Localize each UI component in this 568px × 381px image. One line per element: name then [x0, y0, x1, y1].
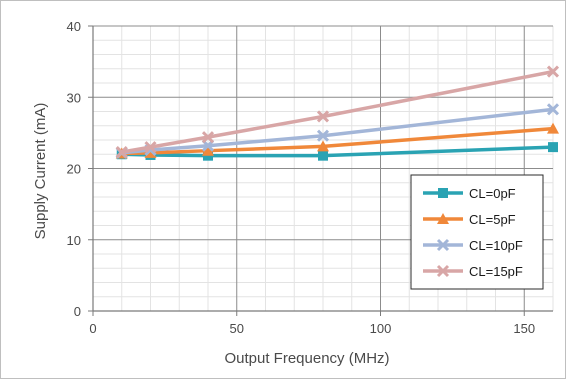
tick-labels: 0 50 100 150 0 10 20 30 40	[67, 19, 536, 336]
data-point	[318, 150, 328, 161]
legend-label: CL=0pF	[469, 186, 516, 201]
axes	[88, 25, 553, 316]
x-tick-label: 50	[230, 321, 244, 336]
data-point	[316, 129, 330, 142]
legend-swatch-marker	[436, 264, 450, 278]
legend-entry: CL=5pF	[423, 212, 516, 227]
data-point	[546, 65, 560, 78]
y-tick-label: 40	[67, 19, 81, 34]
legend-entry: CL=10pF	[423, 238, 523, 253]
y-tick-label: 30	[67, 90, 81, 105]
legend-entry: CL=0pF	[423, 186, 516, 201]
legend-entry: CL=15pF	[423, 264, 523, 279]
legend-label: CL=15pF	[469, 264, 523, 279]
data-point	[202, 144, 214, 156]
data-point	[115, 146, 128, 159]
data-point	[548, 142, 558, 153]
data-point	[316, 110, 330, 123]
legend: CL=0pF CL=5pF CL=10pF CL=15pF	[410, 174, 544, 290]
series-cl-15pf	[115, 65, 560, 159]
data-point	[201, 131, 215, 144]
legend-label: CL=10pF	[469, 238, 523, 253]
data-point	[546, 103, 560, 116]
data-point	[144, 141, 157, 154]
legend-swatch-marker	[438, 188, 448, 198]
y-axis-label: Supply Current (mA)	[32, 103, 49, 240]
y-tick-label: 20	[67, 162, 81, 177]
y-tick-label: 0	[74, 304, 81, 319]
data-point	[317, 140, 329, 152]
legend-swatch-marker	[436, 238, 450, 252]
grid	[93, 25, 554, 311]
series-layer	[115, 65, 560, 161]
legend-swatch-marker	[437, 213, 449, 224]
legend-label: CL=5pF	[469, 212, 516, 227]
x-tick-label: 0	[89, 321, 96, 336]
x-axis-label: Output Frequency (MHz)	[224, 350, 389, 367]
y-tick-label: 10	[67, 233, 81, 248]
x-tick-label: 100	[370, 321, 392, 336]
x-tick-label: 150	[513, 321, 535, 336]
data-point	[547, 122, 559, 134]
